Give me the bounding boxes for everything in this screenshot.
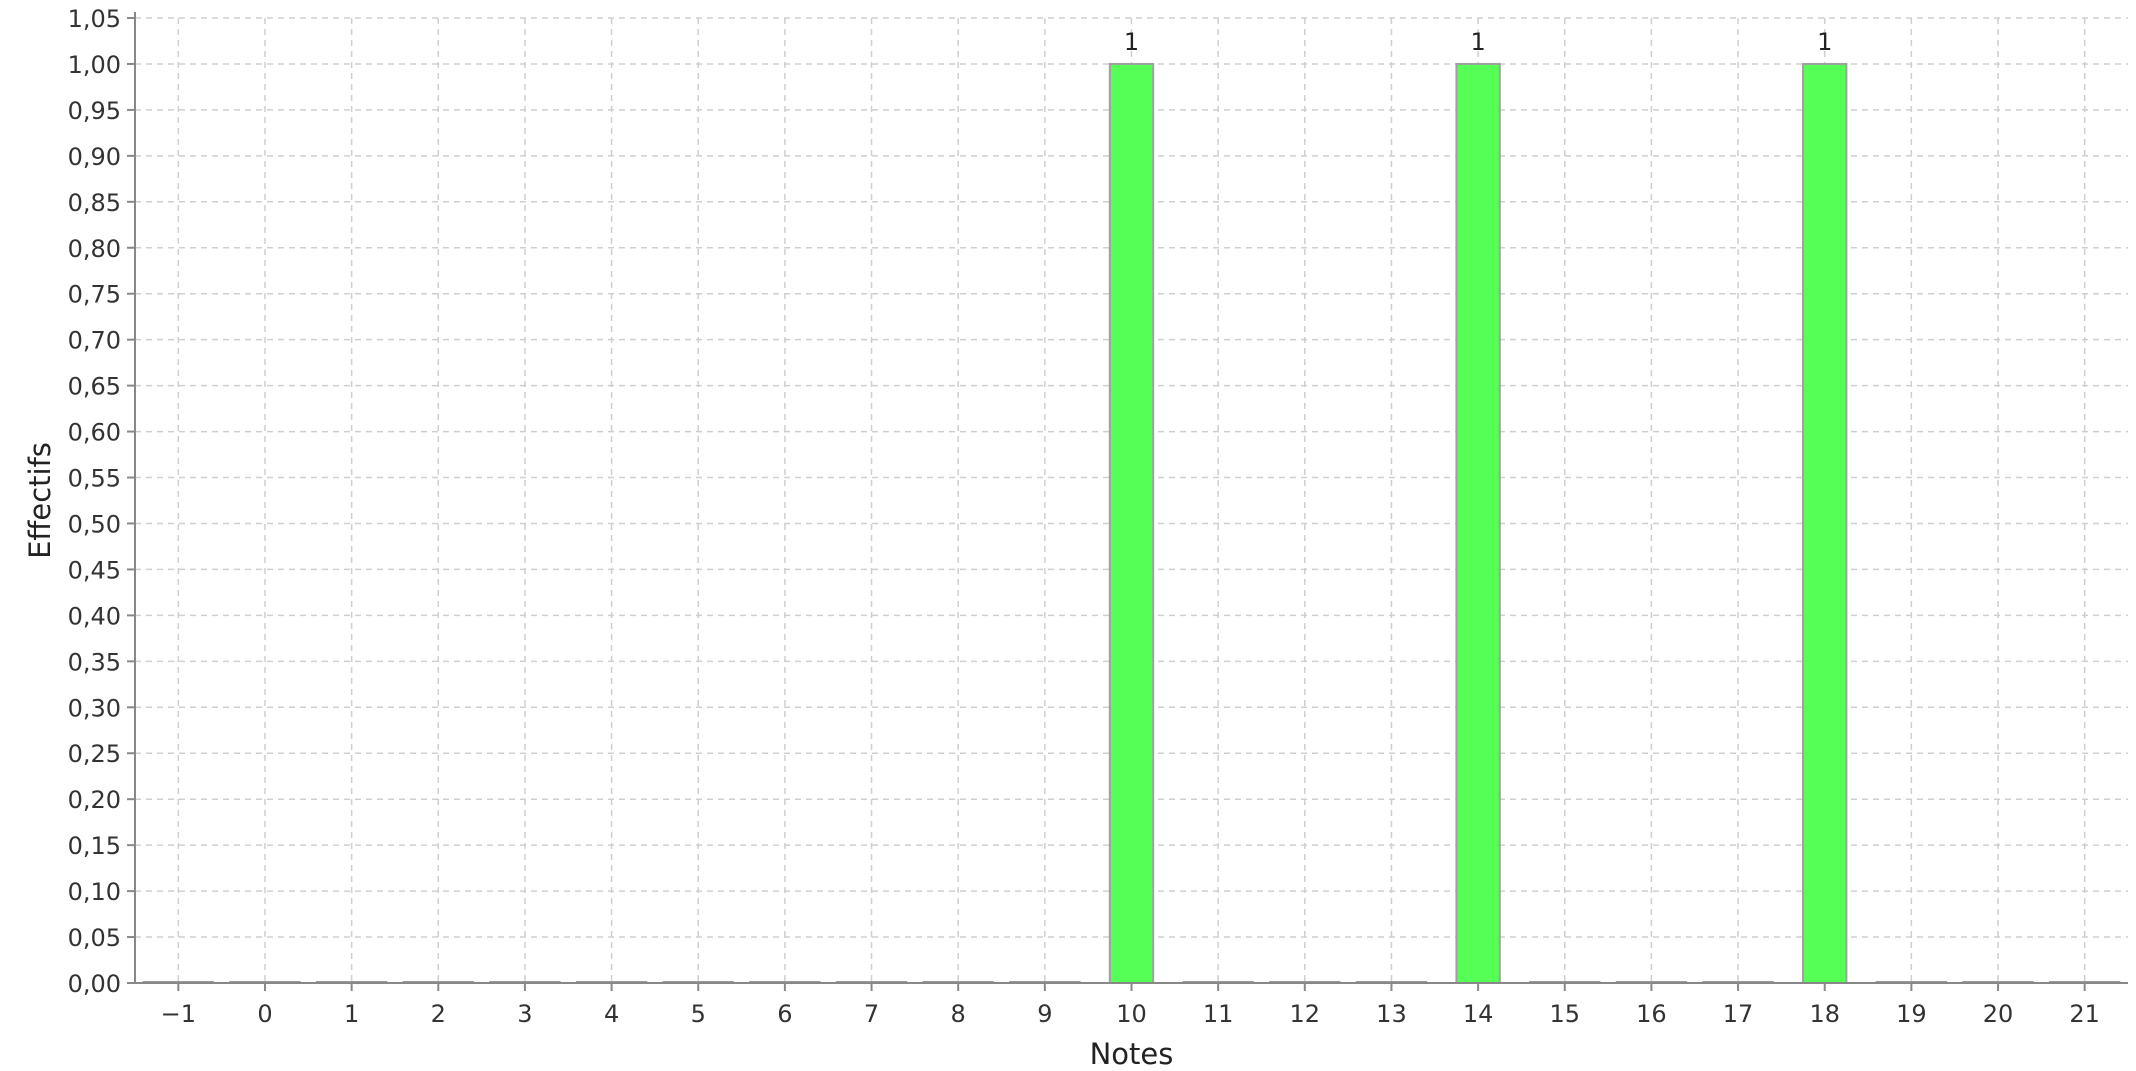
x-tick-label: 19 <box>1896 1000 1927 1028</box>
x-tick-label: 2 <box>431 1000 446 1028</box>
y-tick-label: 0,20 <box>68 786 121 814</box>
y-tick-label: 0,10 <box>68 878 121 906</box>
y-tick-label: 0,30 <box>68 694 121 722</box>
y-tick-label: 0,00 <box>68 970 121 998</box>
x-tick-label: 20 <box>1983 1000 2014 1028</box>
y-axis-ticks: 0,00 0,05 0,10 0,15 0,20 0,25 0,30 0,35 0,40 0,45… <box>68 5 135 998</box>
x-axis-title: Notes <box>1090 1037 1174 1071</box>
y-tick-label: 0,85 <box>68 189 121 217</box>
x-tick-label: 17 <box>1723 1000 1754 1028</box>
y-tick-label: 0,05 <box>68 924 121 952</box>
x-tick-label: 7 <box>864 1000 879 1028</box>
x-tick-label: 1 <box>344 1000 359 1028</box>
y-tick-label: 0,60 <box>68 419 121 447</box>
x-tick-label: 14 <box>1463 1000 1494 1028</box>
x-tick-label: 16 <box>1636 1000 1667 1028</box>
x-tick-label: −1 <box>161 1000 196 1028</box>
bar-value-label: 1 <box>1817 28 1832 56</box>
x-tick-label: 0 <box>257 1000 272 1028</box>
y-tick-label: 0,90 <box>68 143 121 171</box>
bar-value-label: 1 <box>1470 28 1485 56</box>
bar <box>1108 62 1155 984</box>
y-tick-label: 0,70 <box>68 327 121 355</box>
x-tick-label: 4 <box>604 1000 619 1028</box>
y-tick-label: 0,45 <box>68 556 121 584</box>
x-tick-label: 5 <box>691 1000 706 1028</box>
x-tick-label: 13 <box>1376 1000 1407 1028</box>
y-tick-label: 0,95 <box>68 97 121 125</box>
y-tick-label: 1,05 <box>68 5 121 33</box>
x-tick-label: 6 <box>777 1000 792 1028</box>
y-tick-label: 0,25 <box>68 740 121 768</box>
x-tick-label: 18 <box>1809 1000 1840 1028</box>
y-axis-title: Effectifs <box>23 442 57 559</box>
x-tick-label: 8 <box>951 1000 966 1028</box>
x-tick-label: 3 <box>517 1000 532 1028</box>
x-tick-label: 11 <box>1203 1000 1234 1028</box>
y-tick-label: 0,75 <box>68 281 121 309</box>
x-axis-ticks: −1 0 1 2 3 4 5 6 7 8 9 10 11 12 13 14 15 16 17 18 19 20 21 <box>161 983 2100 1028</box>
y-tick-label: 0,65 <box>68 373 121 401</box>
y-tick-label: 0,80 <box>68 235 121 263</box>
y-tick-label: 0,55 <box>68 465 121 493</box>
bar <box>1802 62 1848 984</box>
y-tick-label: 0,15 <box>68 832 121 860</box>
y-tick-label: 1,00 <box>68 51 121 79</box>
y-tick-label: 0,50 <box>68 510 121 538</box>
x-tick-label: 15 <box>1549 1000 1580 1028</box>
x-tick-label: 21 <box>2069 1000 2100 1028</box>
y-tick-label: 0,35 <box>68 648 121 676</box>
bar-value-label: 1 <box>1124 28 1139 56</box>
x-tick-label: 10 <box>1116 1000 1147 1028</box>
bar <box>1455 62 1501 984</box>
bars <box>142 62 2121 984</box>
y-tick-label: 0,40 <box>68 602 121 630</box>
x-tick-label: 9 <box>1037 1000 1052 1028</box>
data-labels: 1 1 1 <box>1124 28 1832 56</box>
x-tick-label: 12 <box>1290 1000 1321 1028</box>
